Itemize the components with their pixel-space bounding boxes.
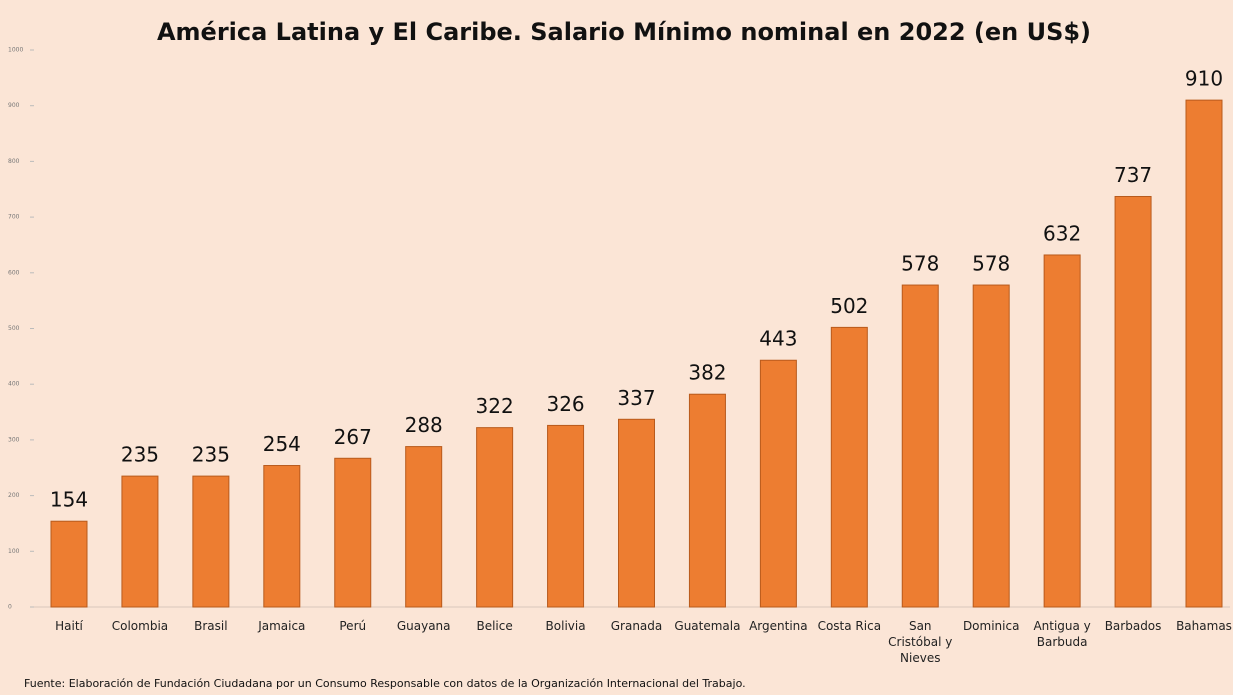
x-tick-label: Colombia — [111, 619, 169, 633]
bar — [476, 427, 514, 608]
value-label: 235 — [121, 443, 159, 467]
x-tick-label: Haití — [55, 619, 83, 633]
value-label: 578 — [901, 252, 939, 276]
bar — [901, 284, 939, 608]
bar — [1185, 99, 1223, 608]
y-tick-label: 900 — [8, 102, 20, 109]
value-label: 288 — [405, 413, 443, 437]
bar — [405, 446, 443, 608]
x-tick-label: Barbados — [1104, 619, 1162, 633]
bar — [121, 475, 159, 608]
x-tick-label: Brasil — [194, 619, 228, 633]
value-label: 154 — [50, 488, 88, 512]
y-tick-label: 600 — [8, 269, 20, 276]
value-label: 322 — [476, 394, 514, 418]
bar — [547, 424, 585, 608]
value-label: 632 — [1043, 221, 1081, 245]
value-label: 443 — [759, 327, 797, 351]
bar — [618, 418, 655, 608]
y-tick-label: 1000 — [8, 47, 23, 54]
source-note: Fuente: Elaboración de Fundación Ciudada… — [24, 677, 746, 690]
y-tick-label: 0 — [8, 604, 12, 611]
y-tick-label: 400 — [8, 381, 20, 388]
bar — [759, 359, 797, 608]
x-tick-label: Granada — [610, 619, 663, 633]
x-tick-label: San Cristóbal y Nieves — [888, 619, 953, 665]
value-label: 267 — [334, 425, 372, 449]
x-tick-label: Belice — [476, 619, 513, 633]
bar — [830, 326, 868, 608]
bar — [688, 393, 726, 608]
x-tick-label: Dominica — [962, 619, 1020, 633]
y-tick-label: 300 — [8, 436, 20, 443]
y-tick-label: 700 — [8, 214, 20, 221]
bar — [50, 520, 88, 608]
x-tick-label: Antigua y Barbuda — [1033, 619, 1091, 649]
x-tick-label: Bahamas — [1176, 619, 1232, 633]
y-tick-label: 800 — [8, 158, 20, 165]
x-tick-label: Guayana — [396, 619, 451, 633]
x-tick-label: Perú — [339, 619, 367, 633]
x-tick-label: Guatemala — [674, 619, 741, 633]
value-label: 382 — [688, 361, 726, 385]
value-label: 326 — [546, 392, 584, 416]
bar — [334, 457, 372, 608]
value-label: 737 — [1114, 163, 1152, 187]
x-tick-label: Costa Rica — [817, 619, 882, 633]
y-tick-label: 500 — [8, 325, 20, 332]
y-tick-label: 100 — [8, 548, 20, 555]
value-label: 337 — [617, 386, 655, 410]
value-label: 502 — [830, 294, 868, 318]
bar — [972, 284, 1010, 608]
value-label: 254 — [263, 432, 301, 456]
value-label: 578 — [972, 252, 1010, 276]
x-tick-label: Jamaica — [258, 619, 306, 633]
chart-title: América Latina y El Caribe. Salario Míni… — [157, 18, 1091, 46]
x-tick-label: Bolivia — [545, 619, 586, 633]
value-label: 235 — [192, 443, 230, 467]
bar — [263, 465, 301, 608]
x-tick-label: Argentina — [749, 619, 808, 633]
value-label: 910 — [1185, 67, 1223, 91]
bar — [1043, 254, 1081, 608]
bar — [1114, 195, 1152, 608]
bar — [192, 475, 230, 608]
y-tick-label: 200 — [8, 492, 20, 499]
